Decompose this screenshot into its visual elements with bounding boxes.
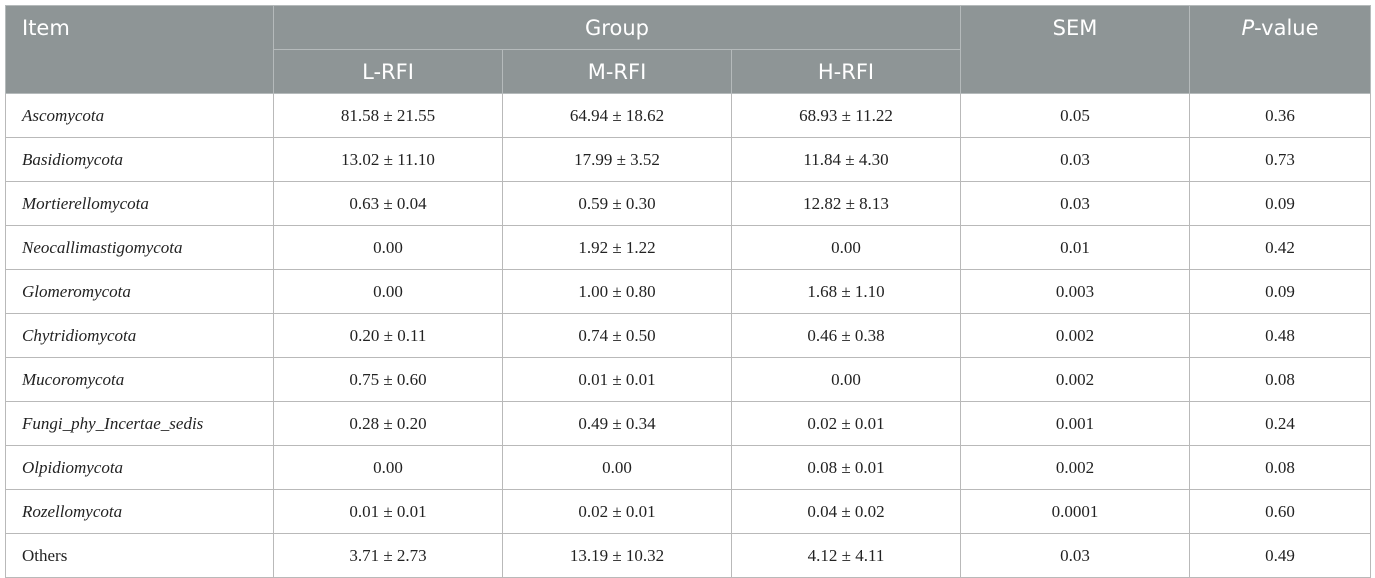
cell-item: Rozellomycota: [5, 489, 274, 534]
cell-sem: 0.001: [960, 401, 1191, 446]
cell-h-rfi: 1.68 ± 1.10: [730, 269, 962, 314]
cell-sem: 0.002: [960, 313, 1191, 358]
cell-p-value: 0.48: [1189, 313, 1372, 358]
cell-p-value: 0.08: [1189, 445, 1372, 490]
table-row: Fungi_phy_Incertae_sedis 0.28 ± 0.20 0.49 …: [5, 401, 1372, 446]
cell-l-rfi: 3.71 ± 2.73: [273, 533, 503, 578]
table-row: Olpidiomycota 0.00 0.00 0.08 ± 0.01 0.002 0.0…: [5, 445, 1372, 490]
cell-p-value: 0.24: [1189, 401, 1372, 446]
cell-h-rfi: 0.00: [730, 357, 962, 402]
cell-p-value: 0.08: [1189, 357, 1372, 402]
cell-p-value: 0.09: [1189, 269, 1372, 314]
cell-sem: 0.05: [960, 93, 1191, 138]
cell-item: Mortierellomycota: [5, 181, 274, 226]
cell-item: Fungi_phy_Incertae_sedis: [5, 401, 274, 446]
cell-h-rfi: 0.02 ± 0.01: [730, 401, 962, 446]
cell-m-rfi: 0.49 ± 0.34: [502, 401, 732, 446]
table-row: Chytridiomycota 0.20 ± 0.11 0.74 ± 0.50 0.4…: [5, 313, 1372, 358]
header-row-sub: L-RFI M-RFI H-RFI: [6, 49, 1371, 94]
cell-sem: 0.002: [960, 445, 1191, 490]
table-header: Item Group SEM P-value L-RFI M-RFI H-RFI: [5, 5, 1372, 94]
header-h-rfi: H-RFI: [730, 49, 962, 94]
cell-l-rfi: 0.01 ± 0.01: [273, 489, 503, 534]
cell-m-rfi: 0.59 ± 0.30: [502, 181, 732, 226]
cell-item: Neocallimastigomycota: [5, 225, 274, 270]
cell-p-value: 0.09: [1189, 181, 1372, 226]
header-item: Item: [5, 5, 274, 94]
cell-p-value: 0.36: [1189, 93, 1372, 138]
cell-p-value: 0.42: [1189, 225, 1372, 270]
cell-h-rfi: 4.12 ± 4.11: [730, 533, 962, 578]
cell-m-rfi: 1.00 ± 0.80: [502, 269, 732, 314]
cell-m-rfi: 13.19 ± 10.32: [502, 533, 732, 578]
header-sem: SEM: [960, 5, 1191, 94]
cell-item: Olpidiomycota: [5, 445, 274, 490]
table-row: Basidiomycota 13.02 ± 11.10 17.99 ± 3.52 11…: [5, 137, 1372, 182]
cell-m-rfi: 0.00: [502, 445, 732, 490]
cell-sem: 0.003: [960, 269, 1191, 314]
header-row-top: Item Group SEM P-value: [5, 5, 1372, 94]
header-p-letter: P: [1241, 16, 1255, 40]
data-table: Item Group SEM P-value L-RFI M-RFI H-RFI…: [5, 5, 1372, 578]
cell-h-rfi: 0.00: [730, 225, 962, 270]
cell-p-value: 0.60: [1189, 489, 1372, 534]
cell-p-value: 0.49: [1189, 533, 1372, 578]
cell-item: Chytridiomycota: [5, 313, 274, 358]
table-row: Mortierellomycota 0.63 ± 0.04 0.59 ± 0.30 1…: [5, 181, 1372, 226]
cell-sem: 0.03: [960, 137, 1191, 182]
cell-sem: 0.03: [960, 533, 1191, 578]
cell-h-rfi: 0.46 ± 0.38: [730, 313, 962, 358]
header-p-value: P-value: [1189, 5, 1372, 94]
cell-sem: 0.002: [960, 357, 1191, 402]
cell-m-rfi: 0.01 ± 0.01: [502, 357, 732, 402]
cell-sem: 0.01: [960, 225, 1191, 270]
cell-h-rfi: 11.84 ± 4.30: [730, 137, 962, 182]
cell-p-value: 0.73: [1189, 137, 1372, 182]
cell-l-rfi: 0.63 ± 0.04: [273, 181, 503, 226]
cell-l-rfi: 0.75 ± 0.60: [273, 357, 503, 402]
cell-l-rfi: 0.00: [273, 445, 503, 490]
cell-m-rfi: 0.02 ± 0.01: [502, 489, 732, 534]
cell-m-rfi: 17.99 ± 3.52: [502, 137, 732, 182]
cell-sem: 0.03: [960, 181, 1191, 226]
cell-item: Mucoromycota: [5, 357, 274, 402]
cell-m-rfi: 0.74 ± 0.50: [502, 313, 732, 358]
header-p-suffix: -value: [1254, 16, 1319, 40]
cell-l-rfi: 0.28 ± 0.20: [273, 401, 503, 446]
table-container: Item Group SEM P-value L-RFI M-RFI H-RFI…: [5, 5, 1372, 578]
cell-sem: 0.0001: [960, 489, 1191, 534]
header-l-rfi: L-RFI: [273, 49, 503, 94]
cell-m-rfi: 64.94 ± 18.62: [502, 93, 732, 138]
cell-item: Basidiomycota: [5, 137, 274, 182]
cell-item: Others: [5, 533, 274, 578]
table-body: Ascomycota 81.58 ± 21.55 64.94 ± 18.62 68.9…: [5, 93, 1372, 578]
cell-l-rfi: 0.00: [273, 269, 503, 314]
cell-item: Glomeromycota: [5, 269, 274, 314]
cell-l-rfi: 0.20 ± 0.11: [273, 313, 503, 358]
header-m-rfi: M-RFI: [502, 49, 732, 94]
table-row: Neocallimastigomycota 0.00 1.92 ± 1.22 0.00…: [5, 225, 1372, 270]
table-row: Others 3.71 ± 2.73 13.19 ± 10.32 4.12 ± 4.1…: [5, 533, 1372, 578]
cell-l-rfi: 0.00: [273, 225, 503, 270]
cell-h-rfi: 68.93 ± 11.22: [730, 93, 962, 138]
cell-l-rfi: 13.02 ± 11.10: [273, 137, 503, 182]
cell-h-rfi: 0.08 ± 0.01: [730, 445, 962, 490]
cell-l-rfi: 81.58 ± 21.55: [273, 93, 503, 138]
cell-h-rfi: 12.82 ± 8.13: [730, 181, 962, 226]
cell-m-rfi: 1.92 ± 1.22: [502, 225, 732, 270]
table-row: Rozellomycota 0.01 ± 0.01 0.02 ± 0.01 0.04 …: [5, 489, 1372, 534]
cell-item: Ascomycota: [5, 93, 274, 138]
table-row: Ascomycota 81.58 ± 21.55 64.94 ± 18.62 68.9…: [5, 93, 1372, 138]
cell-h-rfi: 0.04 ± 0.02: [730, 489, 962, 534]
header-group: Group: [272, 5, 962, 50]
table-row: Mucoromycota 0.75 ± 0.60 0.01 ± 0.01 0.00 0.…: [5, 357, 1372, 402]
table-row: Glomeromycota 0.00 1.00 ± 0.80 1.68 ± 1.10 0…: [5, 269, 1372, 314]
